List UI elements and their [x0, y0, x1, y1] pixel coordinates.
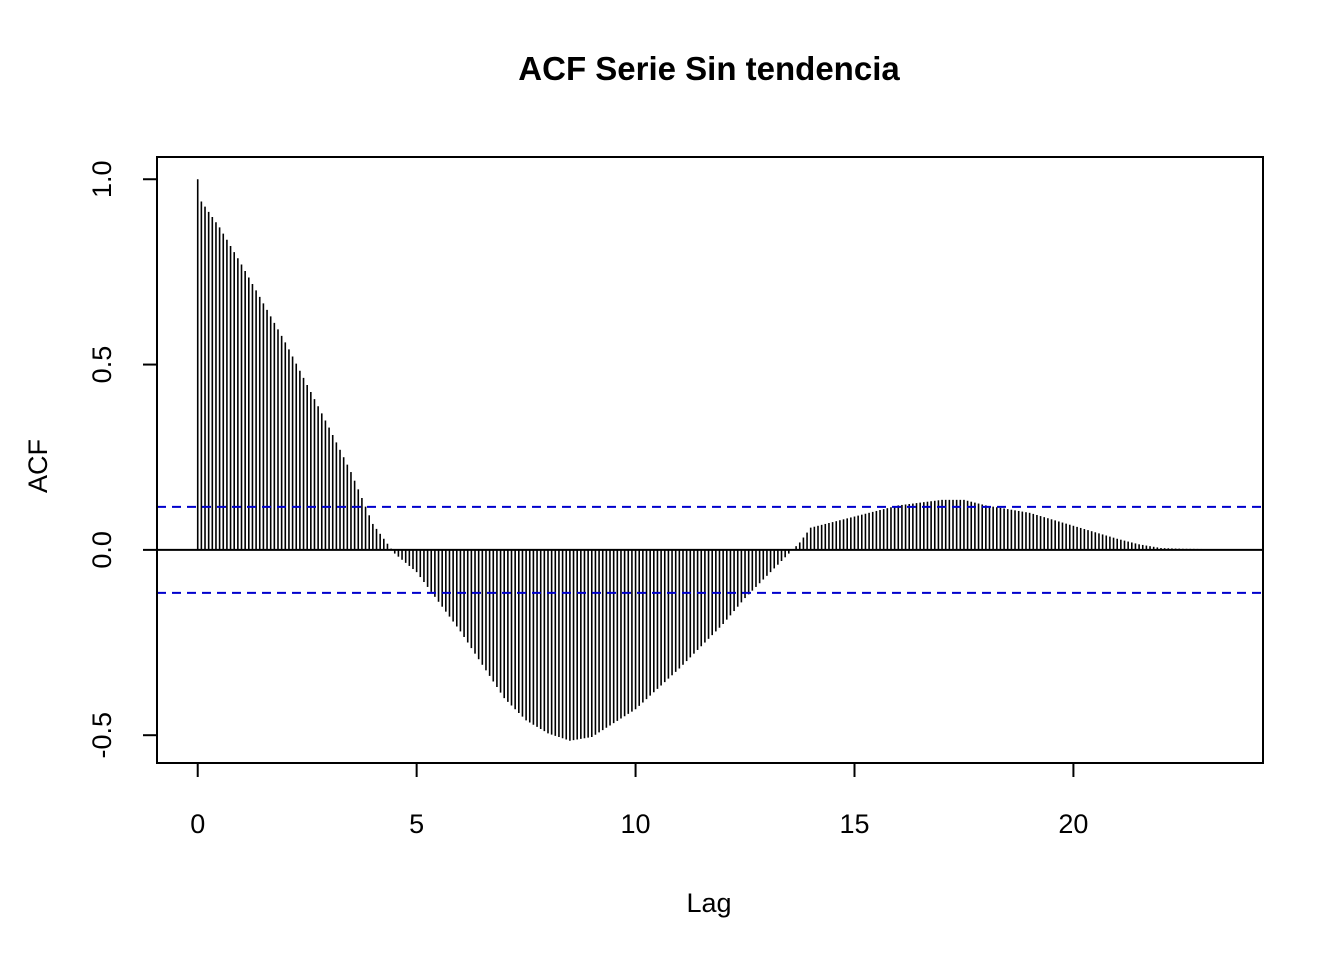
x-tick-label: 10 — [621, 809, 651, 839]
x-tick-label: 5 — [409, 809, 424, 839]
x-tick-label: 20 — [1058, 809, 1088, 839]
plot-frame — [156, 156, 1264, 764]
chart-title: ACF Serie Sin tendencia — [518, 50, 900, 87]
x-tick-label: 15 — [839, 809, 869, 839]
x-axis: 0 5 10 15 20 — [190, 762, 1088, 839]
y-tick-label: 1.0 — [87, 160, 117, 198]
y-axis-label: ACF — [23, 439, 53, 493]
acf-bars — [196, 179, 1217, 741]
y-axis: -0.5 0.0 0.5 1.0 — [87, 160, 158, 759]
y-tick-label: -0.5 — [87, 712, 117, 759]
x-axis-label: Lag — [686, 888, 731, 918]
y-tick-label: 0.5 — [87, 346, 117, 384]
y-tick-label: 0.0 — [87, 531, 117, 569]
x-tick-label: 0 — [190, 809, 205, 839]
